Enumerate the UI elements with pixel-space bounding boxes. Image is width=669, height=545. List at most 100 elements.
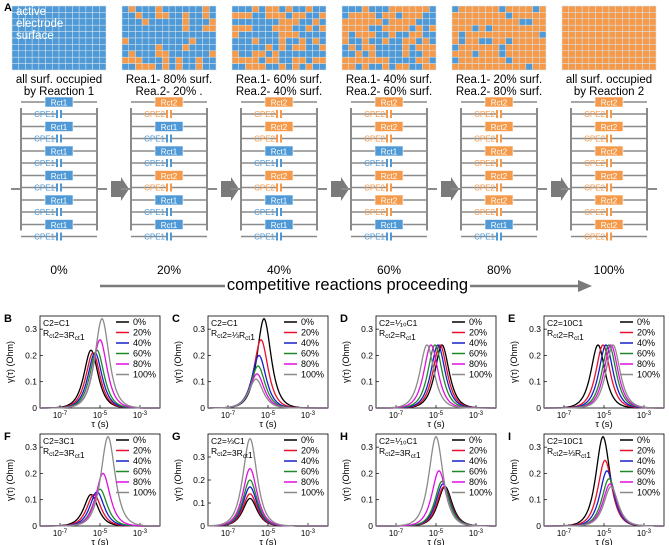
legend-entry: 0% (469, 435, 482, 445)
surface-caption-0: all surf. occupied by Reaction 1 (15, 74, 103, 98)
svg-text:CPE1: CPE1 (474, 233, 495, 242)
resistor-rct1 (44, 194, 74, 206)
y-axis-label: γ(τ) (Ohm) (509, 459, 519, 501)
resistor-rct2 (374, 121, 404, 132)
x-axis-label: τ (s) (259, 537, 276, 545)
surface-caption-1: Rea.1- 80% surf. Rea.2- 20% . (125, 74, 213, 98)
equivalent-circuits: Rct1 CPE1 Rct1 CPE1 Rct1 CPE1 Rct1 CPE1 Rct1 CPE1… (11, 96, 657, 242)
resistor-rct2 (264, 170, 294, 181)
legend-entry: 80% (469, 477, 487, 487)
resistor-rct2 (264, 121, 294, 132)
y-tick-label: 0.2 (529, 468, 541, 478)
svg-text:CPE1: CPE1 (34, 159, 55, 168)
legend-entry: 20% (133, 328, 151, 338)
resistor-rct2 (484, 145, 514, 157)
legend-entry: 80% (301, 477, 319, 487)
x-axis-label: τ (s) (427, 419, 444, 430)
y-tick-label: 0 (368, 403, 373, 413)
y-tick-label: 0.2 (529, 350, 541, 360)
surface-grid-2 (231, 5, 327, 71)
svg-text:Rct1: Rct1 (271, 197, 288, 206)
svg-text:CPE2: CPE2 (144, 110, 165, 119)
y-tick-label: 0.3 (529, 442, 541, 452)
y-tick-label: 0.3 (25, 324, 37, 334)
svg-text:CPE1: CPE1 (364, 233, 385, 242)
y-tick-label: 0.1 (361, 495, 373, 505)
chart-condition: C2=10C1 (547, 318, 583, 328)
y-tick-label: 0.3 (193, 324, 205, 334)
legend-entry: 20% (301, 328, 319, 338)
x-tick-label: 10-7 (221, 529, 236, 538)
svg-text:CPE2: CPE2 (254, 135, 275, 144)
legend-entry: 60% (301, 467, 319, 477)
chart-condition: Rct2=⅓Rct1 (547, 446, 591, 460)
surface-grid-0 (11, 5, 107, 71)
chart-condition: Rct2=Rct1 (547, 328, 584, 342)
legend-entry: 40% (133, 338, 151, 348)
y-tick-label: 0 (368, 521, 373, 531)
x-tick-label: 10-5 (597, 529, 612, 538)
y-tick-label: 0.2 (25, 350, 37, 360)
svg-text:Rct2: Rct2 (381, 172, 398, 181)
legend-entry: 60% (133, 349, 151, 359)
series-line-100% (40, 435, 160, 527)
y-tick-label: 0.3 (193, 452, 205, 462)
surface-grid-3 (341, 5, 437, 71)
svg-text:CPE1: CPE1 (144, 233, 165, 242)
svg-text:Rct1: Rct1 (381, 148, 398, 157)
svg-text:Rct1: Rct1 (51, 148, 68, 157)
transition-arrow-3 (441, 177, 459, 201)
x-tick-label: 10-7 (221, 411, 236, 420)
svg-text:Rct2: Rct2 (271, 172, 288, 181)
legend-entry: 40% (133, 456, 151, 466)
chart-G: G 0 0.1 0.2 0.3 10-7 10-5 10-3 τ (s) γ(τ) (Ohm) C2… (172, 431, 329, 545)
svg-text:CPE1: CPE1 (144, 208, 165, 217)
resistor-rct1 (44, 96, 74, 108)
x-axis-label: τ (s) (427, 537, 444, 545)
transition-arrow-1 (221, 177, 239, 201)
x-axis-label: τ (s) (595, 419, 612, 430)
chart-condition: C2=⅒C1 (379, 318, 418, 328)
svg-text:CPE2: CPE2 (364, 135, 385, 144)
y-axis-label: γ(τ) (Ohm) (341, 459, 351, 501)
svg-text:Rct2: Rct2 (271, 123, 288, 132)
svg-text:CPE2: CPE2 (254, 110, 275, 119)
x-tick-label: 10-5 (93, 529, 108, 538)
resistor-rct2 (154, 96, 184, 108)
legend-entry: 80% (637, 477, 655, 487)
x-tick-label: 10-7 (53, 529, 68, 538)
svg-text:CPE1: CPE1 (144, 159, 165, 168)
surface-grid-1 (121, 5, 217, 71)
svg-text:CPE2: CPE2 (364, 208, 385, 217)
svg-text:CPE2: CPE2 (364, 184, 385, 193)
chart-condition: Rct2=3Rct1 (43, 446, 85, 460)
svg-text:Rct2: Rct2 (601, 148, 618, 157)
chart-condition: C2=10C1 (547, 436, 583, 446)
legend-entry: 80% (637, 359, 655, 369)
y-tick-label: 0.1 (529, 495, 541, 505)
y-tick-label: 0.2 (361, 350, 373, 360)
surface-caption-5: all surf. occupied by Reaction 2 (565, 74, 653, 98)
series-line-0% (40, 493, 160, 527)
x-tick-label: 10-5 (93, 411, 108, 420)
y-tick-label: 0 (32, 521, 37, 531)
series-line-100% (40, 317, 160, 409)
chart-letter: D (340, 313, 348, 325)
resistor-rct1 (374, 219, 404, 230)
legend-entry: 60% (469, 467, 487, 477)
svg-text:Rct1: Rct1 (491, 221, 508, 230)
legend-entry: 100% (637, 488, 660, 498)
resistor-rct2 (484, 194, 514, 206)
svg-text:Rct2: Rct2 (381, 123, 398, 132)
chart-letter: H (340, 431, 348, 443)
svg-text:Rct1: Rct1 (271, 148, 288, 157)
surface-grid-4 (451, 5, 547, 71)
resistor-rct2 (594, 219, 624, 230)
series-line-100% (544, 344, 664, 409)
percent-label-1: 20% (156, 263, 182, 277)
resistor-rct1 (154, 219, 184, 230)
resistor-rct2 (484, 170, 514, 181)
legend-entry: 60% (469, 349, 487, 359)
legend-entry: 0% (637, 317, 650, 327)
panel-a-letter: A (4, 2, 12, 14)
